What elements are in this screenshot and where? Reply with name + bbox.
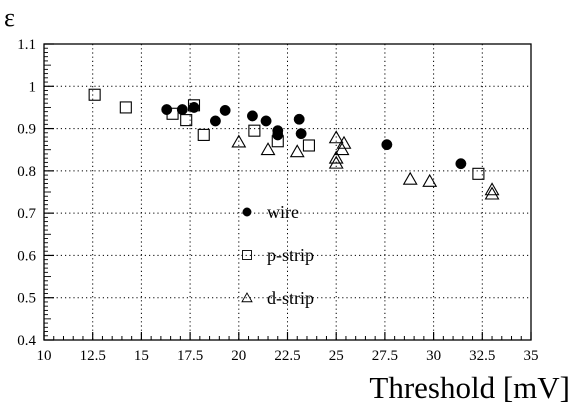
x-tick-label: 12.5	[80, 348, 106, 364]
x-tick-label: 15	[134, 348, 149, 364]
series-wire	[161, 101, 467, 170]
p-strip-point	[197, 128, 210, 141]
d-strip-point	[334, 142, 350, 156]
wire-point	[260, 115, 272, 127]
p-strip-point	[248, 124, 261, 137]
wire-point	[219, 104, 231, 116]
axis-ticks	[43, 43, 532, 341]
legend-item-p-strip: p-strip	[242, 245, 314, 265]
legend-item-wire: wire	[242, 202, 299, 222]
x-axis-title: Threshold [mV]	[369, 370, 570, 405]
wire-point	[381, 139, 393, 151]
wire-point	[295, 128, 307, 140]
legend-p-strip-marker	[242, 250, 252, 260]
tick-labels: 10 12.5 15 17.5 20 22.5 25 27.5 30 32.5 35 0.4 0.5 0.…	[17, 37, 538, 364]
y-tick-label: 0.9	[17, 122, 36, 138]
wire-point	[246, 110, 258, 122]
x-tick-label: 32.5	[469, 348, 495, 364]
p-strip-point	[302, 139, 315, 152]
x-tick-label: 17.5	[177, 348, 203, 364]
d-strip-point	[289, 144, 305, 158]
d-strip-point	[422, 173, 438, 187]
legend-item-d-strip: d-strip	[241, 288, 314, 308]
grid-lines	[44, 44, 531, 340]
p-strip-point	[180, 114, 193, 127]
y-tick-label: 0.8	[17, 164, 36, 180]
series-d-strip	[231, 130, 500, 200]
legend-label-d-strip: d-strip	[267, 288, 314, 308]
d-strip-point	[484, 182, 500, 196]
y-tick-label: 0.6	[17, 248, 36, 264]
p-strip-point	[472, 167, 485, 180]
wire-point	[209, 115, 221, 127]
d-strip-point	[328, 130, 344, 144]
p-strip-point	[166, 107, 179, 120]
x-tick-label: 22.5	[274, 348, 300, 364]
p-strip-point	[271, 135, 284, 148]
wire-point	[455, 158, 467, 170]
d-strip-point	[402, 171, 418, 185]
d-strip-point	[484, 186, 500, 200]
d-strip-point	[336, 135, 352, 149]
data-marks	[88, 88, 500, 200]
y-tick-label: 0.5	[17, 291, 36, 307]
d-strip-point	[260, 142, 276, 156]
d-strip-point	[231, 134, 247, 148]
p-strip-point	[119, 101, 132, 114]
legend-label-wire: wire	[267, 202, 299, 222]
y-tick-label: 1	[29, 79, 37, 95]
x-tick-label: 25	[329, 348, 344, 364]
p-strip-point	[88, 88, 101, 101]
legend-d-strip-marker	[241, 292, 253, 303]
y-tick-label: 0.7	[17, 206, 36, 222]
x-tick-label: 35	[524, 348, 539, 364]
series-p-strip	[88, 88, 485, 180]
d-strip-point	[328, 150, 344, 164]
legend-wire-marker	[242, 207, 252, 217]
y-tick-label: 0.4	[17, 333, 36, 349]
x-tick-label: 20	[231, 348, 246, 364]
x-tick-label: 10	[37, 348, 52, 364]
y-axis-title: ε	[4, 3, 15, 32]
wire-point	[176, 104, 188, 115]
legend: wire p-strip d-strip	[241, 202, 314, 308]
x-tick-label: 30	[426, 348, 441, 364]
legend-label-p-strip: p-strip	[267, 245, 314, 265]
x-tick-label: 27.5	[372, 348, 398, 364]
p-strip-point	[187, 99, 201, 112]
d-strip-point	[328, 155, 344, 169]
wire-point	[293, 113, 305, 125]
y-tick-label: 1.1	[17, 37, 36, 53]
wire-point	[272, 129, 284, 141]
